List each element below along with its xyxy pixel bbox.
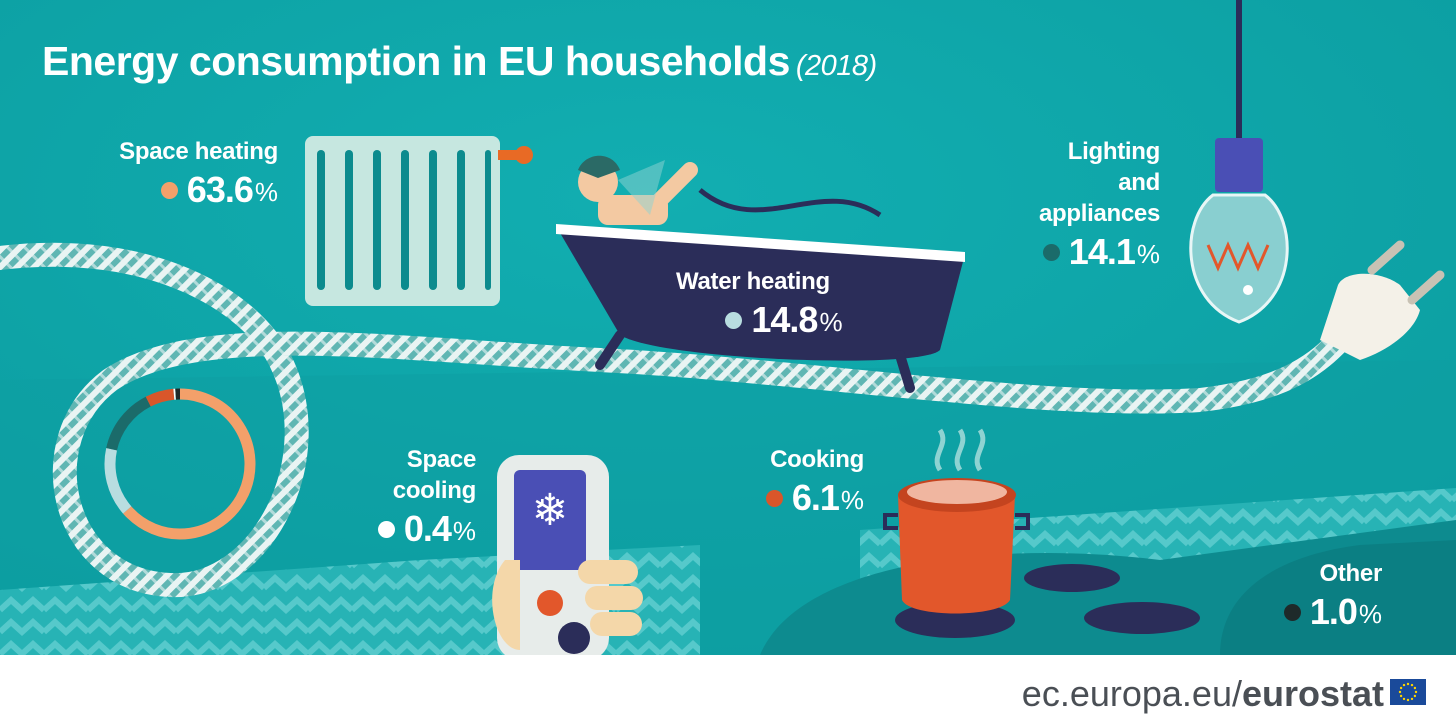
space-cooling-label-group: Space cooling 0.4% [340,444,476,550]
cooking-pot-illustration [883,428,1200,638]
footer [0,655,1456,728]
space-cooling-label-2: cooling [392,477,477,504]
lighting-label-3: appliances [1038,200,1160,227]
other-number: 1.0 [1309,591,1358,632]
radiator-illustration [305,136,533,306]
water-heating-unit: % [819,307,843,337]
infographic: ❄ Energy consumption in EU households (20… [0,0,1456,655]
cooking-number: 6.1 [791,477,840,518]
source-link[interactable]: ec.europa.eu/eurostat [1022,673,1384,715]
lighting-label-group: Lighting and appliances 14.1% [1000,136,1160,273]
lighting-label-2: and [1118,169,1160,196]
title-year: (2018) [795,50,877,82]
cooking-value: 6.1% [765,477,864,519]
space-heating-number: 63.6 [186,169,254,210]
space-cooling-dot [377,520,395,538]
space-heating-label-group: Space heating 63.6% [96,136,278,211]
title-text: Energy consumption in EU households [42,38,790,84]
cable [0,242,1352,598]
illustration-scene: ❄ [0,0,1456,655]
plug-illustration [1320,240,1445,360]
cooking-label-group: Cooking 6.1% [740,444,864,519]
other-dot [1283,603,1301,621]
water-heating-label: Water heating [676,268,830,295]
url-prefix: ec.europa.eu/ [1021,673,1242,714]
donut-slice-space-heating [123,388,256,540]
space-cooling-label-1: Space [406,446,477,473]
remote-illustration: ❄ [492,455,643,655]
donut-slice-lighting-and-appliances [106,396,151,451]
light-bulb-illustration [1189,0,1289,324]
lighting-unit: % [1136,239,1160,269]
url-brand: eurostat [1241,673,1384,714]
space-cooling-value: 0.4% [377,508,476,550]
bathtub-illustration [556,155,965,393]
other-panel [1220,540,1456,655]
donut-slice-water-heating [104,447,132,514]
space-heating-dot [160,181,178,199]
eu-flag-icon [1390,679,1426,705]
cooking-unit: % [840,485,864,515]
space-heating-unit: % [254,177,278,207]
lighting-dot [1042,243,1060,261]
cooking-dot [765,489,783,507]
water-heating-dot [725,311,743,329]
cooking-label: Cooking [770,446,864,473]
svg-text:❄: ❄ [532,485,569,536]
other-label-group: Other 1.0% [1258,558,1382,633]
other-label: Other [1319,560,1382,587]
other-unit: % [1358,599,1382,629]
lighting-number: 14.1 [1068,231,1136,272]
chart-title: Energy consumption in EU households (2018… [42,38,877,85]
water-heating-value: 14.8% [725,299,843,341]
donut-slice-cooking [145,388,175,407]
space-cooling-unit: % [452,516,476,546]
water-heating-label-group: Water heating 14.8% [676,266,876,341]
space-cooling-number: 0.4 [403,508,452,549]
donut-chart [104,388,256,540]
space-heating-value: 63.6% [160,169,278,211]
lighting-value: 14.1% [1042,231,1160,273]
lighting-label-1: Lighting [1067,138,1161,165]
space-heating-label: Space heating [119,138,278,165]
water-heating-number: 14.8 [751,299,818,340]
other-value: 1.0% [1283,591,1382,633]
